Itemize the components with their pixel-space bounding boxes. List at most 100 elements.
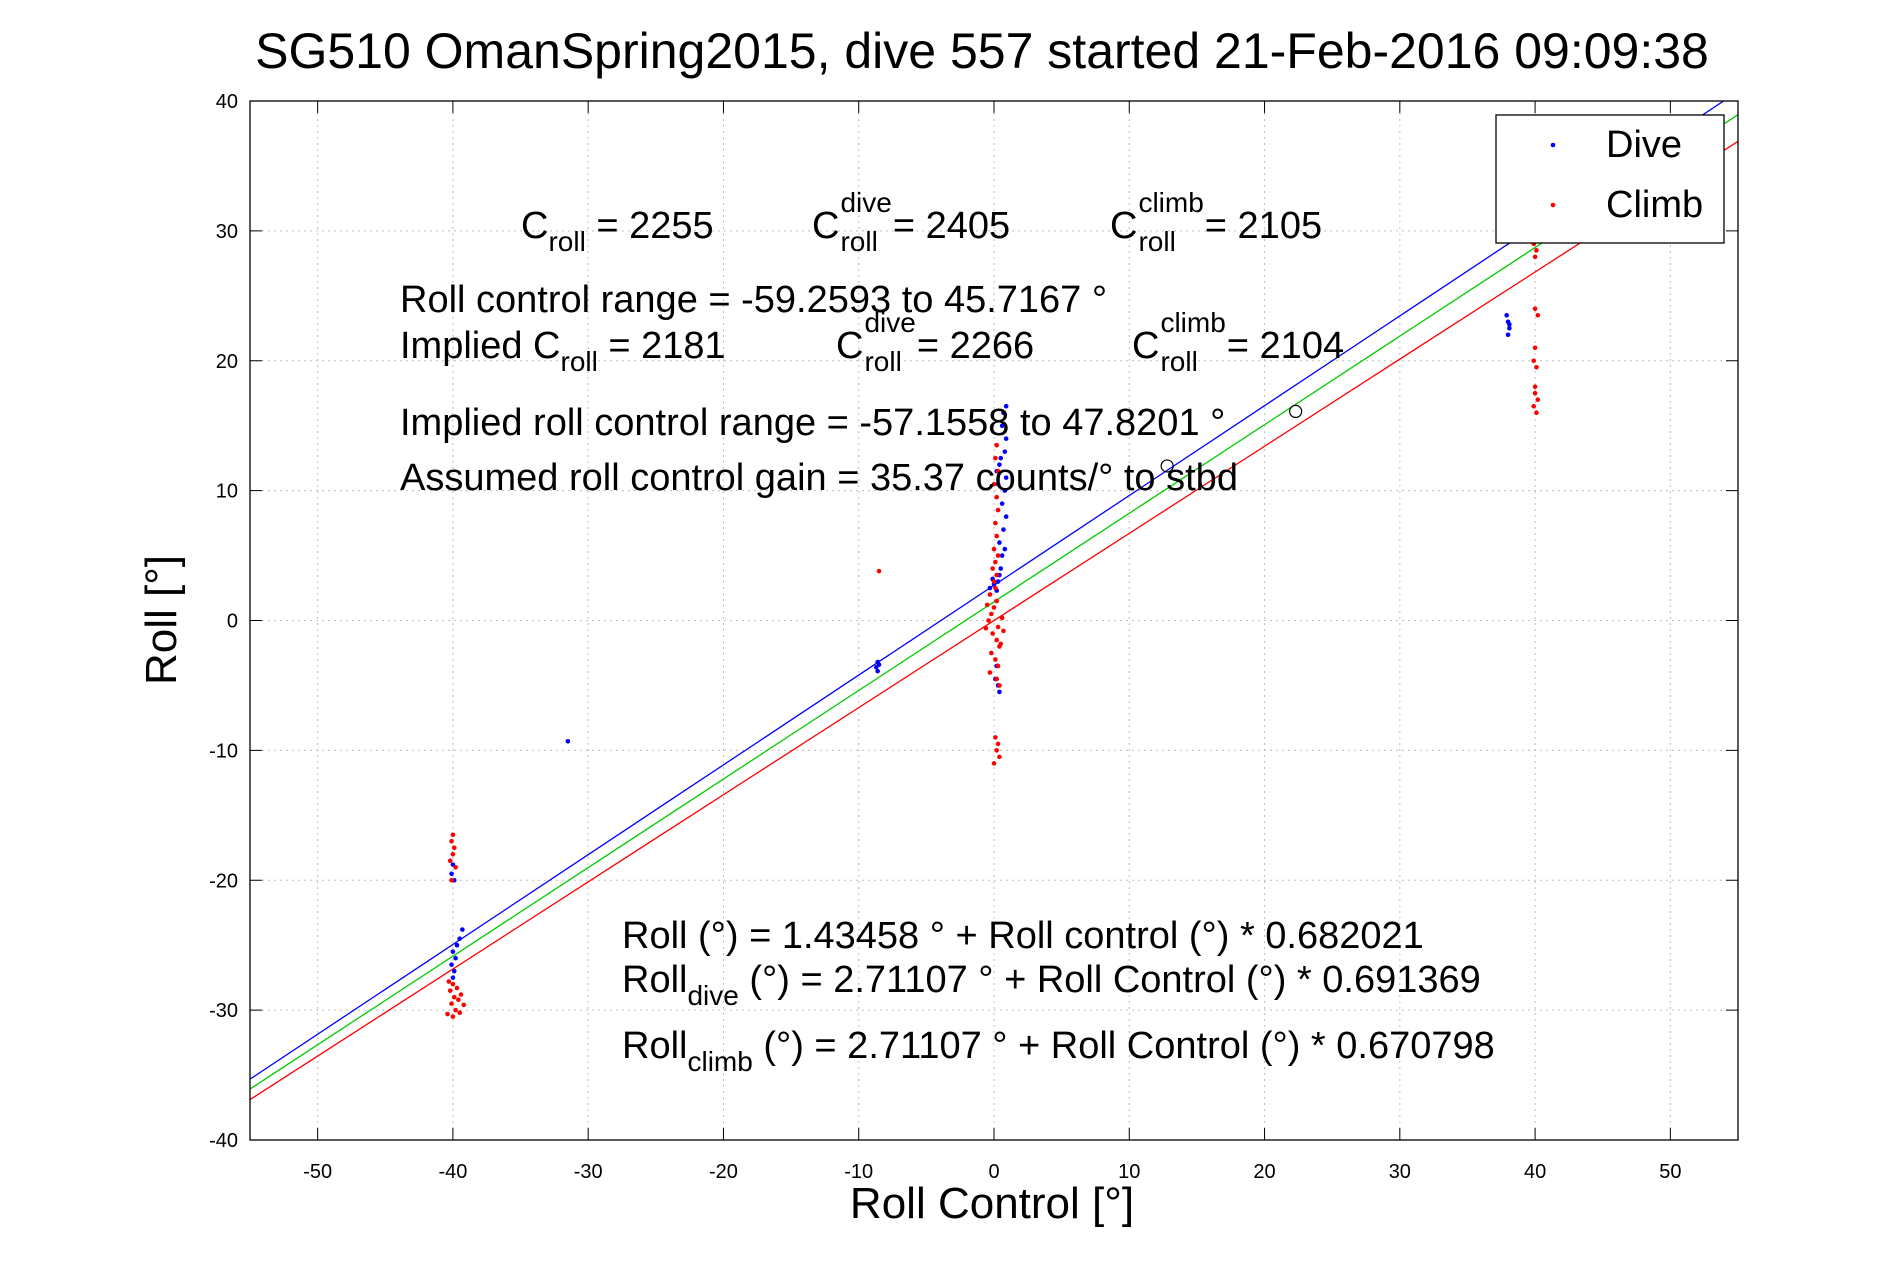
dive-point [1504,312,1509,318]
climb-point [987,592,993,597]
svg-text:C: C [1132,325,1159,367]
climb-point [451,845,457,851]
fit-line-climb [250,140,1738,1101]
climb-point [876,568,882,574]
climb-point [984,602,990,608]
legend-marker-dive [1550,142,1556,148]
dive-point [451,968,457,974]
y-tick-label: -20 [209,870,238,892]
climb-point [457,1010,462,1016]
dive-point [876,662,882,667]
y-axis-label: Roll [°] [137,555,186,685]
climb-point [1531,358,1537,364]
chart-title: SG510 OmanSpring2015, dive 557 started 2… [255,23,1709,79]
climb-point [1535,397,1541,403]
x-tick-label: -50 [303,1161,332,1183]
climb-point [1532,390,1538,396]
dive-point [995,481,1001,487]
x-axis-label: Roll Control [°] [850,1179,1134,1228]
climb-point [993,455,998,461]
climb-point [994,572,1000,578]
dive-point [1003,403,1009,409]
svg-text:climb: climb [1160,307,1225,338]
climb-point [1532,306,1538,312]
climb-point [993,559,998,565]
dive-point [1001,527,1006,532]
dive-point [998,566,1004,571]
climb-point [456,997,461,1003]
climb-point [988,650,994,656]
dive-point [457,936,462,941]
x-tick-label: -20 [709,1161,738,1183]
climb-point [994,598,1000,604]
climb-point [995,741,1001,747]
climb-point [1532,384,1538,390]
climb-point [449,877,454,883]
dive-point [450,975,456,980]
climb-point [993,735,998,740]
dive-point [449,962,454,967]
x-tick-label: 0 [988,1161,999,1183]
climb-point [995,507,1001,513]
climb-point [993,657,998,662]
svg-text:= 2405: = 2405 [893,205,1010,247]
x-tick-label: 10 [1118,1161,1140,1183]
climb-point [461,1002,467,1008]
climb-point [994,676,1000,682]
climb-point [991,481,997,487]
climb-point [991,761,997,766]
svg-text:roll: roll [1160,346,1197,377]
climb-point [995,663,1001,669]
circle-marker [1289,404,1303,419]
climb-point [994,748,1000,753]
climb-point [997,683,1002,688]
svg-text:C: C [1110,205,1137,247]
x-tick-label: 20 [1253,1161,1275,1183]
dive-point [875,668,880,674]
axes-layer: -50 -40 -30 -20 -10 0 10 20 30 40 50 -40 -30 -20 -10 0 1… [209,91,1739,1183]
dive-point [995,579,1001,584]
annotation-implied-0: Implied Croll = 2181 [400,325,726,377]
y-tick-label: 30 [216,221,238,243]
climb-point [446,979,452,984]
svg-text:= 2104: = 2104 [1227,325,1344,367]
y-tick-label: 10 [216,481,238,503]
y-tick-label: -30 [209,1000,238,1022]
x-tick-label: -30 [574,1161,603,1183]
dive-point [565,738,571,744]
dive-point [1003,514,1009,519]
y-tick-label: -40 [209,1130,238,1152]
climb-point [1531,403,1537,409]
svg-text:roll: roll [1138,226,1175,257]
dive-point [1002,449,1008,454]
climb-point [1534,364,1539,370]
climb-point [983,625,989,631]
climb-point [991,546,997,552]
dive-point [460,927,465,932]
climb-point [447,988,453,993]
climb-point [447,858,453,864]
climb-point [450,981,456,987]
svg-text:climb: climb [1138,187,1203,218]
circle-marker [1160,459,1174,473]
annotation-fit-dive: Rolldive (°) = 2.71107 ° + Roll Control … [622,959,1481,1011]
x-tick-label: -40 [438,1161,467,1183]
dive-point [1002,488,1008,493]
dive-point [998,455,1004,461]
climb-point [986,618,991,623]
svg-text:roll: roll [840,226,877,257]
climb-point [450,1014,456,1019]
legend: Dive Climb [1495,114,1725,244]
dive-point [1001,410,1006,416]
dive-point [453,955,458,961]
climb-point [990,566,995,571]
svg-text:= 2266: = 2266 [917,325,1034,367]
climb-point [987,670,993,675]
dive-point [997,540,1002,545]
climb-point [450,851,456,857]
